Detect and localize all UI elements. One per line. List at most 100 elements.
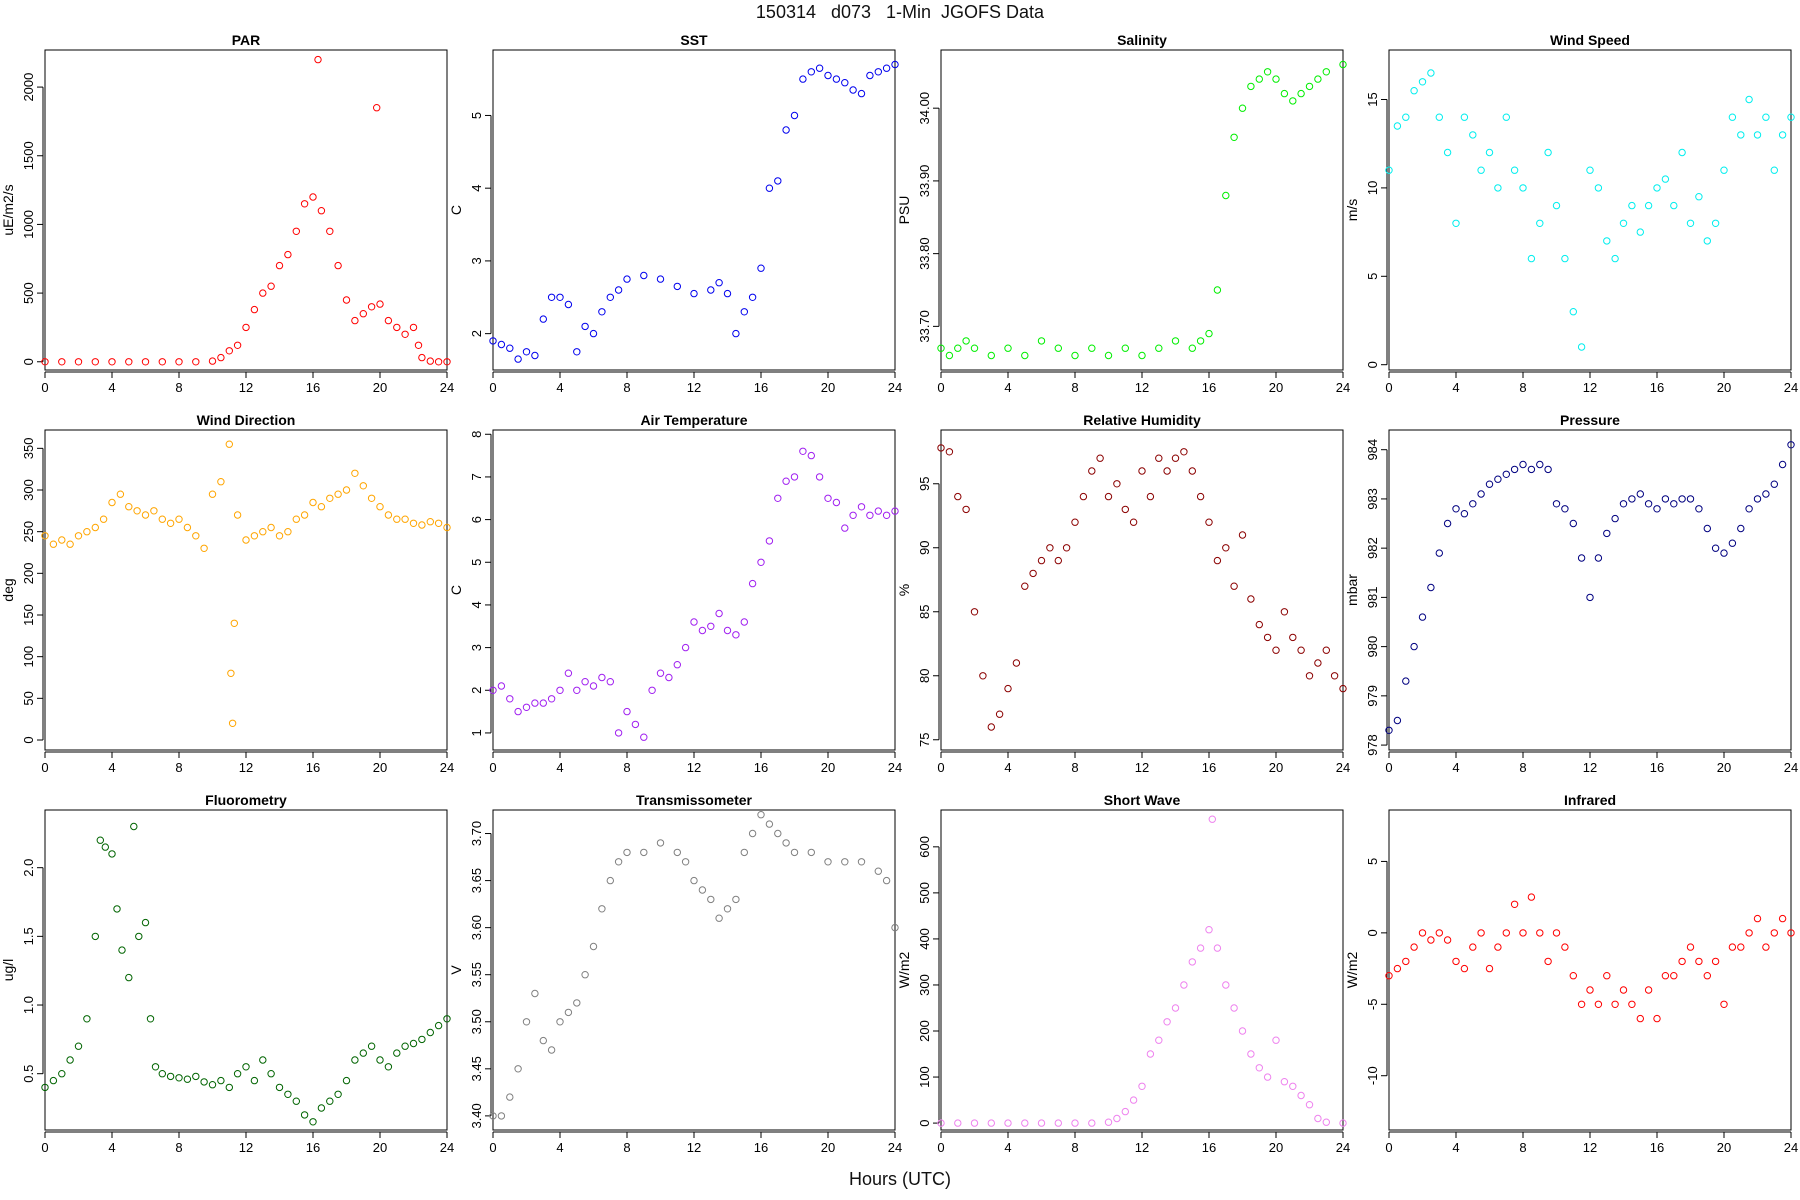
panel-title: Pressure xyxy=(1560,412,1620,428)
data-point xyxy=(531,351,539,360)
data-point xyxy=(49,1076,58,1085)
data-point xyxy=(135,932,143,941)
data-point xyxy=(192,532,200,540)
data-point xyxy=(233,1070,242,1078)
data-point xyxy=(623,275,631,283)
y-axis-label: % xyxy=(896,584,912,596)
data-point xyxy=(1385,166,1393,174)
data-point xyxy=(1230,582,1238,590)
data-point xyxy=(1728,539,1737,547)
y-tick-label: 1.0 xyxy=(21,996,36,1014)
figure-title: 150314 d073 1-Min JGOFS Data xyxy=(755,2,1045,22)
data-point xyxy=(1121,344,1130,352)
data-point xyxy=(1071,1119,1079,1127)
data-point xyxy=(250,305,259,314)
data-point xyxy=(681,858,690,866)
data-point xyxy=(1029,569,1037,578)
data-point xyxy=(225,440,234,448)
data-point xyxy=(192,1072,200,1081)
plot-frame xyxy=(44,429,448,751)
y-tick-label: 2 xyxy=(469,330,484,337)
data-point xyxy=(300,511,309,519)
data-point xyxy=(547,293,556,301)
data-point xyxy=(401,330,409,338)
y-tick-label: 150 xyxy=(21,604,36,626)
data-point xyxy=(1155,344,1163,352)
y-axis-label: W/m2 xyxy=(1344,952,1360,989)
panel-par: PAR 0 4 8 12 16 20 24 0 500 1000 1500 2000 uE/m2/s xyxy=(0,32,454,395)
panel-salinity: Salinity 0 4 8 12 16 20 24 33.70 33.80 33.90 34.00 P… xyxy=(896,32,1350,395)
data-point xyxy=(740,618,748,626)
data-point xyxy=(1129,1096,1138,1104)
x-tick-label: 0 xyxy=(937,1140,944,1155)
data-point xyxy=(1297,646,1305,654)
data-points xyxy=(489,60,899,363)
x-tick-label: 24 xyxy=(1336,1140,1350,1155)
data-point xyxy=(1205,518,1213,526)
data-point xyxy=(1577,554,1586,562)
data-points xyxy=(937,444,1347,731)
x-tick-label: 16 xyxy=(1202,760,1216,775)
data-point xyxy=(857,858,866,866)
data-point xyxy=(1247,1050,1255,1058)
y-tick-label: 5 xyxy=(469,112,484,119)
data-point xyxy=(1138,351,1146,360)
data-point xyxy=(1410,642,1418,651)
data-point xyxy=(1460,964,1469,973)
data-point xyxy=(175,515,183,523)
data-point xyxy=(1146,1050,1155,1058)
y-tick-label: -5 xyxy=(1365,999,1380,1011)
data-point xyxy=(351,316,359,325)
data-point xyxy=(91,932,100,941)
data-point xyxy=(1263,68,1272,76)
x-tick-label: 4 xyxy=(108,1140,115,1155)
panel-title: Fluorometry xyxy=(205,792,287,808)
data-point xyxy=(101,843,110,851)
data-point xyxy=(317,1104,326,1112)
data-point xyxy=(130,822,138,831)
y-tick-label: 15 xyxy=(1365,92,1380,106)
y-tick-label: 7 xyxy=(469,473,484,480)
data-point xyxy=(954,344,962,352)
data-point xyxy=(175,358,183,366)
data-point xyxy=(1678,495,1686,503)
data-point xyxy=(384,316,393,325)
data-point xyxy=(757,558,765,566)
plot-frame xyxy=(492,49,896,371)
x-tick-label: 20 xyxy=(373,1140,387,1155)
data-point xyxy=(765,184,774,192)
data-point xyxy=(1703,237,1712,245)
data-point xyxy=(1628,495,1636,503)
data-point xyxy=(782,839,790,847)
data-point xyxy=(614,286,623,294)
data-point xyxy=(200,1078,208,1086)
data-point xyxy=(748,579,757,588)
x-tick-label: 16 xyxy=(1202,380,1216,395)
y-tick-label: 1.5 xyxy=(21,927,36,945)
y-tick-label: 200 xyxy=(21,562,36,584)
data-point xyxy=(259,528,267,536)
data-point xyxy=(1427,583,1435,592)
y-axis-label: W/m2 xyxy=(896,952,912,989)
data-point xyxy=(1510,166,1519,174)
data-point xyxy=(774,829,782,838)
data-point xyxy=(832,498,841,507)
data-point xyxy=(66,540,74,548)
data-point xyxy=(1230,1004,1238,1012)
data-point xyxy=(1477,490,1485,498)
data-point xyxy=(1289,97,1297,105)
data-point xyxy=(1703,524,1712,533)
data-point xyxy=(698,626,707,635)
data-point xyxy=(640,848,648,857)
x-tick-label: 0 xyxy=(937,380,944,395)
y-tick-label: 33.90 xyxy=(917,165,932,198)
data-point xyxy=(1196,337,1205,345)
data-point xyxy=(1171,1004,1180,1012)
data-point xyxy=(250,1076,259,1085)
data-point xyxy=(1138,467,1146,475)
data-point xyxy=(1096,454,1104,462)
x-tick-label: 4 xyxy=(1004,760,1011,775)
data-point xyxy=(564,669,573,677)
y-tick-label: 6 xyxy=(469,516,484,523)
data-point xyxy=(1322,646,1331,654)
